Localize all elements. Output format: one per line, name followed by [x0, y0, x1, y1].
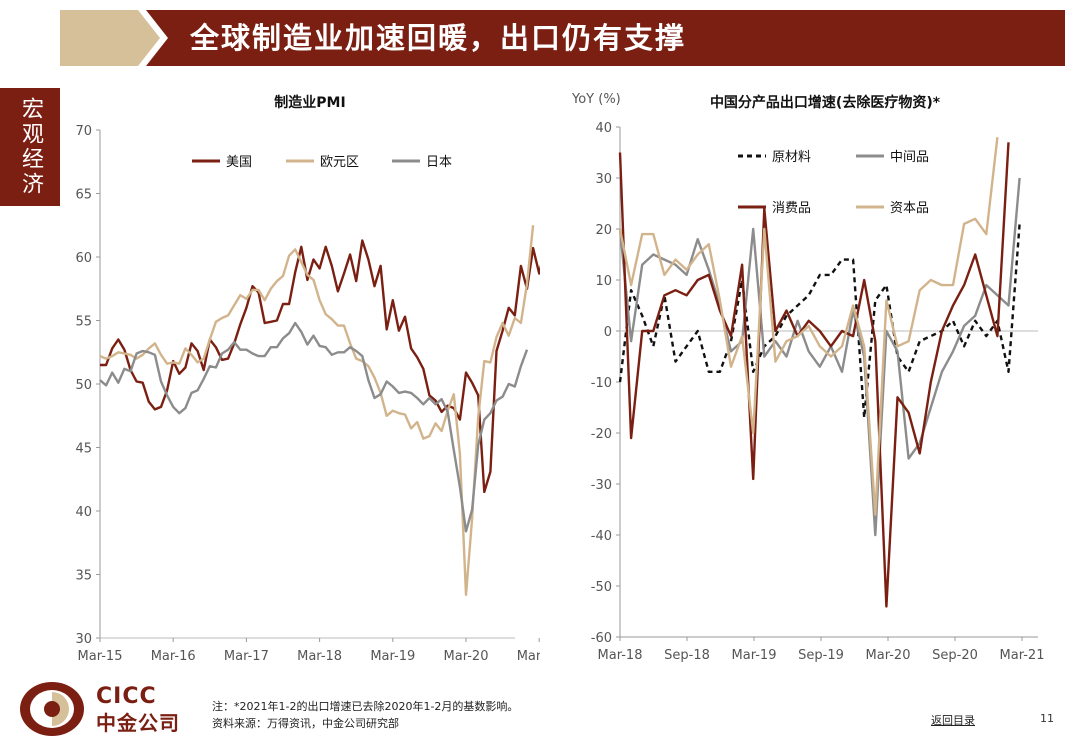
- x-tick-label: Sep-20: [932, 648, 978, 663]
- legend-label: 欧元区: [320, 155, 359, 170]
- logo-text-cn: 中金公司: [96, 711, 180, 735]
- export-growth-chart: 中国分产品出口增速(去除医疗物资)* YoY (%) -60 -50 -40 -30 -20…: [571, 92, 1045, 663]
- series-line-日本: [99, 321, 529, 533]
- series-line-消费品: [618, 142, 1010, 608]
- y-tick-label: -20: [591, 427, 612, 442]
- legend-label: 美国: [226, 155, 252, 170]
- series-line-美国: [100, 239, 540, 494]
- cicc-logo-icon: [20, 682, 84, 736]
- y-tick-label: 30: [595, 172, 612, 187]
- x-tick-label: Mar-19: [732, 648, 777, 663]
- y-tick-label: -30: [591, 478, 612, 493]
- y-tick-label: 40: [75, 505, 92, 520]
- logo-text-en: CICC: [96, 684, 157, 709]
- x-tick-label: Mar-21: [517, 649, 540, 664]
- legend-label: 日本: [426, 155, 452, 170]
- footnote: 注：*2021年1-2的出口增速已去除2020年1-2月的基数影响。: [212, 700, 519, 713]
- y-tick-label: 55: [75, 315, 92, 330]
- side-tab-label: 宏观经济: [18, 97, 43, 197]
- series-line-中间品: [618, 177, 1021, 537]
- x-tick-label: Mar-19: [370, 649, 415, 664]
- y-tick-label: 20: [595, 223, 612, 238]
- y-tick-label: -40: [591, 529, 612, 544]
- y-tick-label: 35: [75, 569, 92, 584]
- x-tick-label: Mar-15: [78, 649, 123, 664]
- x-tick-label: Mar-21: [1000, 648, 1045, 663]
- footer-notes: 注：*2021年1-2的出口增速已去除2020年1-2月的基数影响。 资料来源：…: [212, 698, 518, 732]
- x-tick-label: Sep-19: [798, 648, 844, 663]
- pmi-chart: 制造业PMI 30 35 40 45 50 55 60 65 70 Mar-15 Mar-16 Mar-…: [75, 94, 540, 664]
- x-tick-label: Mar-18: [598, 648, 643, 663]
- chart-title: 中国分产品出口增速(去除医疗物资)*: [710, 94, 941, 111]
- y-tick-label: 50: [75, 378, 92, 393]
- y-tick-label: 0: [604, 325, 612, 340]
- y-tick-label: -10: [591, 376, 612, 391]
- y-tick-label: 30: [75, 632, 92, 647]
- x-tick-label: Mar-17: [224, 649, 269, 664]
- series-line-资本品: [618, 137, 999, 516]
- legend-label: 原材料: [772, 150, 811, 165]
- x-tick-label: Mar-16: [151, 649, 196, 664]
- chart-title: 制造业PMI: [274, 94, 345, 111]
- y-tick-label: 60: [75, 251, 92, 266]
- legend-label: 资本品: [890, 201, 929, 216]
- page-number: 11: [1040, 712, 1054, 725]
- series-line-原材料: [618, 223, 1021, 419]
- y-tick-label: 65: [75, 188, 92, 203]
- legend-label: 中间品: [890, 150, 929, 165]
- y-tick-label: -50: [591, 580, 612, 595]
- y-tick-label: 10: [595, 274, 612, 289]
- x-tick-label: Sep-18: [664, 648, 710, 663]
- back-to-contents-link[interactable]: 返回目录: [931, 714, 975, 727]
- y-tick-label: -60: [591, 631, 612, 646]
- title-banner: [60, 10, 1065, 66]
- x-tick-label: Mar-20: [444, 649, 489, 664]
- legend-label: 消费品: [772, 201, 811, 216]
- y-tick-label: 70: [75, 124, 92, 139]
- source-note: 资料来源：万得资讯，中金公司研究部: [212, 717, 399, 730]
- series-line-欧元区: [99, 225, 535, 596]
- y-tick-label: 40: [595, 121, 612, 136]
- y-tick-label: 45: [75, 442, 92, 457]
- x-tick-label: Mar-20: [866, 648, 911, 663]
- side-tab[interactable]: [0, 88, 60, 206]
- y-axis-label: YoY (%): [571, 92, 621, 107]
- x-tick-label: Mar-18: [297, 649, 342, 664]
- page-title: 全球制造业加速回暖，出口仍有支撑: [190, 21, 687, 55]
